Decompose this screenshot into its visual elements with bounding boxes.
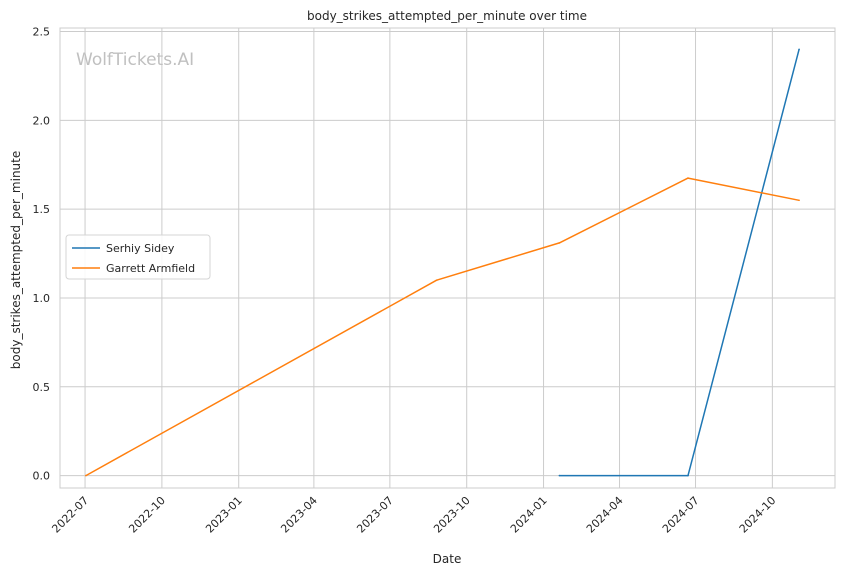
y-tick-label: 2.5 <box>33 26 51 39</box>
data-point <box>798 199 800 202</box>
legend-label-garrett: Garrett Armfield <box>106 262 195 275</box>
data-point <box>687 474 689 477</box>
y-axis-title: body_strikes_attempted_per_minute <box>9 151 23 369</box>
legend: Serhiy Sidey Garrett Armfield <box>65 234 211 280</box>
data-point <box>435 279 438 282</box>
y-tick-label: 0.5 <box>33 381 51 394</box>
x-axis-title: Date <box>433 552 462 566</box>
y-tick-label: 1.0 <box>33 292 51 305</box>
legend-label-serhiy: Serhiy Sidey <box>106 242 175 255</box>
plot-frame <box>59 27 836 489</box>
y-tick-label: 2.0 <box>33 114 51 127</box>
y-tick-label: 1.5 <box>33 203 51 216</box>
data-point <box>85 474 87 477</box>
legend-box <box>65 234 211 280</box>
data-point <box>687 177 689 179</box>
series-layer <box>85 48 800 477</box>
data-point <box>558 474 561 477</box>
watermark: WolfTickets.AI <box>76 50 194 70</box>
grid <box>60 28 835 488</box>
data-point <box>798 48 800 51</box>
data-point <box>558 242 561 244</box>
y-tick-label: 0.0 <box>33 470 51 483</box>
chart-title: body_strikes_attempted_per_minute over t… <box>307 9 587 23</box>
y-axis-ticks: 0.0 0.5 1.0 1.5 2.0 2.5 <box>33 26 51 483</box>
